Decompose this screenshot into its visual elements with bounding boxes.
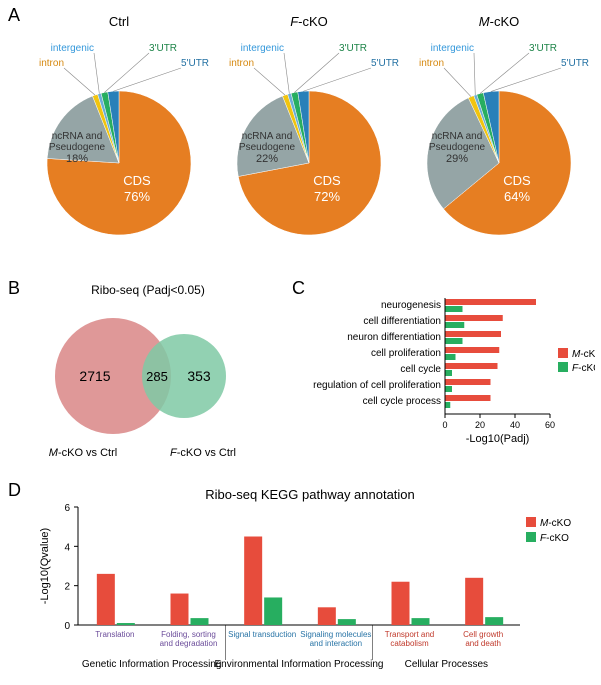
svg-text:F-cKO: F-cKO — [572, 363, 595, 374]
panel-b: Ribo-seq (Padj<0.05) 2715 285 353 M-cKO vs … — [18, 283, 278, 473]
svg-text:60: 60 — [545, 420, 555, 430]
svg-text:2715: 2715 — [79, 368, 110, 384]
venn-diagram: 2715 285 353 M-cKO vs Ctrl F-cKO vs Ctrl — [18, 301, 278, 466]
svg-text:Pseudogene: Pseudogene — [49, 142, 106, 153]
svg-text:Pseudogene: Pseudogene — [239, 142, 296, 153]
pie-charts: CtrlCDS76%ncRNA andPseudogene18%intronin… — [24, 8, 594, 258]
svg-text:40: 40 — [510, 420, 520, 430]
svg-text:neuron differentiation: neuron differentiation — [347, 332, 441, 343]
panel-a-label: A — [8, 5, 20, 26]
svg-text:4: 4 — [64, 542, 70, 553]
svg-text:29%: 29% — [446, 153, 468, 165]
svg-text:and degradation: and degradation — [160, 639, 218, 648]
svg-text:intergenic: intergenic — [431, 43, 474, 54]
svg-text:cell differentiation: cell differentiation — [363, 316, 441, 327]
panel-a: CtrlCDS76%ncRNA andPseudogene18%intronin… — [24, 8, 594, 258]
svg-text:intron: intron — [39, 58, 64, 69]
svg-text:Translation: Translation — [95, 630, 134, 639]
svg-text:Signaling molecules: Signaling molecules — [300, 630, 371, 639]
svg-text:CDS: CDS — [123, 173, 151, 188]
svg-text:cell proliferation: cell proliferation — [371, 348, 441, 359]
svg-text:20: 20 — [475, 420, 485, 430]
panel-d-label: D — [8, 480, 21, 501]
svg-text:0: 0 — [442, 420, 447, 430]
hbar-chart: neurogenesis cell differentiation neuron d… — [300, 290, 595, 470]
svg-text:353: 353 — [187, 368, 211, 384]
svg-text:Environmental Information Proc: Environmental Information Processing — [215, 659, 384, 670]
svg-text:intergenic: intergenic — [241, 43, 284, 54]
svg-text:76%: 76% — [124, 189, 150, 204]
svg-text:M-cKO: M-cKO — [572, 349, 595, 360]
svg-text:5'UTR: 5'UTR — [561, 58, 589, 69]
svg-text:Ribo-seq KEGG pathway annotati: Ribo-seq KEGG pathway annotation — [205, 487, 415, 502]
svg-text:72%: 72% — [314, 189, 340, 204]
venn-title: Ribo-seq (Padj<0.05) — [18, 283, 278, 297]
svg-text:0: 0 — [64, 621, 70, 632]
svg-text:18%: 18% — [66, 153, 88, 165]
svg-text:ncRNA and: ncRNA and — [432, 131, 483, 142]
vbar-chart: Ribo-seq KEGG pathway annotation 0 2 4 6 -Log… — [30, 485, 590, 680]
svg-text:intergenic: intergenic — [51, 43, 94, 54]
svg-text:and interaction: and interaction — [310, 639, 362, 648]
svg-text:-Log10(Padj): -Log10(Padj) — [466, 433, 530, 445]
svg-text:Pseudogene: Pseudogene — [429, 142, 486, 153]
svg-text:regulation of cell proliferati: regulation of cell proliferation — [313, 380, 441, 391]
svg-text:Ctrl: Ctrl — [109, 14, 129, 29]
svg-text:ncRNA and: ncRNA and — [242, 131, 293, 142]
svg-text:F-cKO: F-cKO — [290, 14, 328, 29]
svg-text:intron: intron — [419, 58, 444, 69]
svg-text:F-cKO: F-cKO — [540, 533, 569, 544]
svg-text:CDS: CDS — [313, 173, 341, 188]
svg-text:Cell growth: Cell growth — [463, 630, 503, 639]
svg-text:M-cKO: M-cKO — [479, 14, 519, 29]
svg-text:64%: 64% — [504, 189, 530, 204]
svg-text:ncRNA and: ncRNA and — [52, 131, 103, 142]
svg-text:3'UTR: 3'UTR — [339, 43, 367, 54]
svg-text:CDS: CDS — [503, 173, 531, 188]
panel-c: neurogenesis cell differentiation neuron d… — [300, 290, 595, 470]
svg-text:5'UTR: 5'UTR — [181, 58, 209, 69]
svg-text:285: 285 — [146, 369, 168, 384]
panel-d: Ribo-seq KEGG pathway annotation 0 2 4 6 -Log… — [30, 485, 590, 680]
svg-text:3'UTR: 3'UTR — [149, 43, 177, 54]
svg-text:Signal transduction: Signal transduction — [228, 630, 296, 639]
svg-text:6: 6 — [64, 503, 70, 514]
svg-text:catabolism: catabolism — [390, 639, 429, 648]
svg-text:cell cycle: cell cycle — [400, 364, 441, 375]
svg-text:M-cKO: M-cKO — [540, 518, 571, 529]
svg-text:2: 2 — [64, 582, 70, 593]
svg-text:Transport and: Transport and — [385, 630, 435, 639]
svg-text:neurogenesis: neurogenesis — [381, 300, 441, 311]
svg-text:5'UTR: 5'UTR — [371, 58, 399, 69]
svg-text:Genetic Information Processing: Genetic Information Processing — [82, 659, 222, 670]
svg-text:intron: intron — [229, 58, 254, 69]
svg-text:Cellular Processes: Cellular Processes — [405, 659, 488, 670]
svg-text:3'UTR: 3'UTR — [529, 43, 557, 54]
svg-text:M-cKO vs Ctrl: M-cKO vs Ctrl — [49, 447, 117, 459]
svg-text:F-cKO vs Ctrl: F-cKO vs Ctrl — [170, 447, 236, 459]
svg-text:-Log10(Qvalue): -Log10(Qvalue) — [39, 528, 51, 604]
svg-text:and death: and death — [465, 639, 501, 648]
svg-text:cell cycle process: cell cycle process — [363, 396, 441, 407]
svg-text:22%: 22% — [256, 153, 278, 165]
svg-text:Folding, sorting: Folding, sorting — [161, 630, 216, 639]
